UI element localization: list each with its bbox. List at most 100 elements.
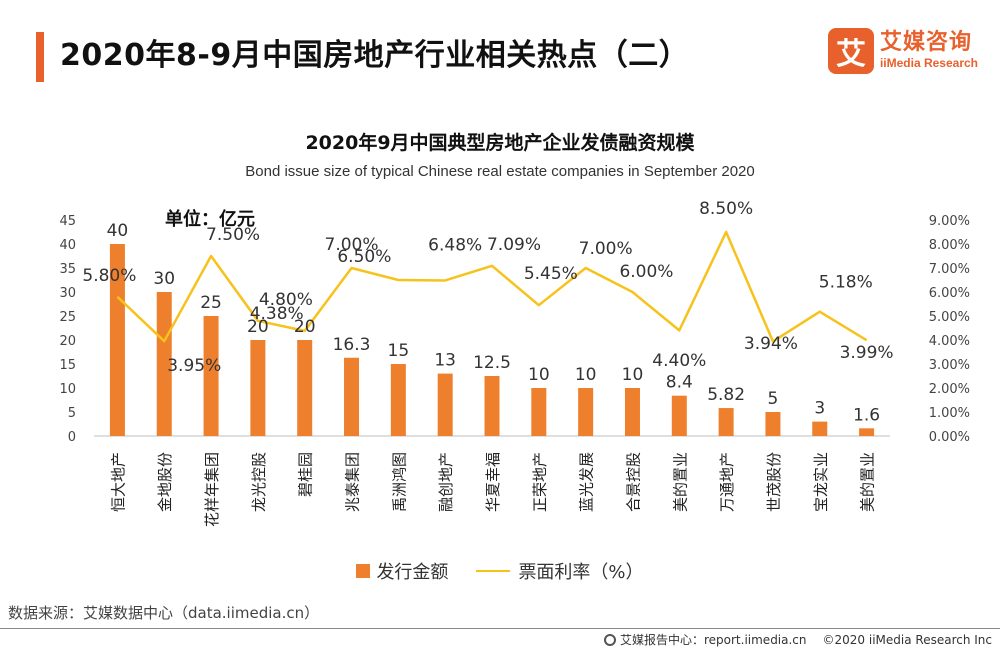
x-category-label: 华夏幸福 <box>484 452 502 512</box>
y-right-tick-label: 3.00% <box>929 358 970 373</box>
x-category-label: 宝龙实业 <box>812 452 830 512</box>
y-left-tick-label: 40 <box>59 238 76 253</box>
rate-value-label: 3.95% <box>167 356 221 376</box>
bar-value-label: 5 <box>768 389 779 409</box>
y-right-tick-label: 7.00% <box>929 262 970 277</box>
bar-value-label: 1.6 <box>853 405 880 425</box>
y-right-tick-label: 8.00% <box>929 238 970 253</box>
x-category-label: 万通地产 <box>718 452 736 512</box>
data-source: 数据来源：艾媒数据中心（data.iimedia.cn） <box>8 604 320 622</box>
bar-value-label: 10 <box>528 365 550 385</box>
bar-value-label: 8.4 <box>666 373 693 393</box>
bar-value-label: 10 <box>622 365 644 385</box>
y-right-tick-label: 4.00% <box>929 334 970 349</box>
rate-value-label: 6.00% <box>619 262 673 282</box>
bar <box>156 292 172 436</box>
rate-value-label: 7.09% <box>487 235 541 255</box>
rate-value-label: 7.00% <box>325 235 379 255</box>
logo-name-cn: 艾媒咨询 <box>879 30 972 55</box>
y-right-tick-label: 2.00% <box>929 382 970 397</box>
legend-bar-label: 发行金额 <box>376 562 449 583</box>
bar-value-label: 13 <box>434 351 456 371</box>
x-category-label: 合景控股 <box>624 452 642 512</box>
bar <box>109 244 125 436</box>
footer-copyright: ©2020 iiMedia Research Inc <box>822 632 992 647</box>
bar <box>812 421 828 436</box>
bar-value-label: 15 <box>388 341 410 361</box>
bar-value-label: 25 <box>200 293 222 313</box>
x-category-label: 美的置业 <box>671 452 689 512</box>
bar-value-label: 20 <box>294 317 316 337</box>
bar <box>203 316 219 436</box>
x-category-label: 美的置业 <box>859 452 877 512</box>
y-left-tick-label: 20 <box>59 334 76 349</box>
bar-value-label: 3 <box>814 399 825 419</box>
y-left-tick-label: 5 <box>68 406 76 421</box>
y-left-tick-label: 35 <box>59 262 76 277</box>
y-left-tick-label: 45 <box>59 214 76 229</box>
rate-value-label: 7.50% <box>206 225 260 245</box>
bar <box>765 412 781 436</box>
y-left-tick-label: 15 <box>59 358 76 373</box>
bar-value-label: 40 <box>107 221 129 241</box>
brand-logo: 艾 艾媒咨询 iiMedia Research <box>827 28 978 74</box>
legend-line-swatch <box>476 570 511 572</box>
rate-value-label: 3.99% <box>840 343 894 363</box>
footer-report: 艾媒报告中心：report.iimedia.cn <box>619 633 807 647</box>
bar <box>671 395 687 436</box>
logo-name-en: iiMedia Research <box>879 56 978 70</box>
y-right-tick-label: 1.00% <box>929 406 970 421</box>
y-right-tick-label: 6.00% <box>929 286 970 301</box>
x-category-label: 金地股份 <box>156 452 174 512</box>
bar <box>437 373 453 436</box>
unit-label: 单位：亿元 <box>165 209 255 230</box>
bar <box>484 376 500 436</box>
x-category-label: 禹洲鸿图 <box>390 452 408 512</box>
bar <box>718 408 734 436</box>
rate-value-label: 3.94% <box>744 334 798 354</box>
header-accent-bar <box>36 32 44 82</box>
bar-value-label: 20 <box>247 317 269 337</box>
globe-icon <box>603 633 616 646</box>
bar <box>390 364 406 436</box>
bar-value-label: 30 <box>153 269 175 289</box>
rate-value-label: 8.50% <box>699 199 753 219</box>
legend-item-bar: 发行金额 <box>356 558 448 584</box>
rate-value-label: 5.80% <box>82 266 136 286</box>
x-category-label: 蓝光发展 <box>578 452 596 512</box>
bar-value-label: 10 <box>575 365 597 385</box>
rate-value-label: 4.40% <box>652 351 706 371</box>
bar-value-label: 5.82 <box>707 385 745 405</box>
y-left-tick-label: 30 <box>59 286 76 301</box>
rate-value-label: 5.45% <box>524 264 578 284</box>
y-left-tick-label: 10 <box>59 382 76 397</box>
footer: 艾媒报告中心：report.iimedia.cn ©2020 iiMedia R… <box>603 631 992 648</box>
rate-value-label: 5.18% <box>819 273 873 293</box>
x-category-label: 世茂股份 <box>765 452 783 512</box>
rate-value-label: 6.50% <box>337 247 391 267</box>
bar <box>578 388 594 436</box>
legend-line-label: 票面利率（%） <box>518 562 644 583</box>
x-category-label: 兆泰集团 <box>344 452 362 512</box>
bar <box>250 340 266 436</box>
logo-mark-icon: 艾 <box>827 28 874 74</box>
bar-value-label: 12.5 <box>473 353 511 373</box>
footer-divider <box>0 628 1000 629</box>
bar <box>624 388 640 436</box>
x-category-label: 花样年集团 <box>203 452 221 527</box>
legend-bar-swatch <box>356 564 371 578</box>
x-category-label: 龙光控股 <box>250 452 268 512</box>
x-category-label: 恒大地产 <box>109 452 127 512</box>
bar <box>531 388 547 436</box>
y-right-tick-label: 0.00% <box>929 430 970 445</box>
rate-value-label: 7.00% <box>579 239 633 259</box>
y-right-tick-label: 9.00% <box>929 214 970 229</box>
chart-title: 2020年9月中国典型房地产企业发债融资规模 <box>305 132 695 154</box>
x-category-label: 融创地产 <box>437 452 455 512</box>
x-category-label: 碧桂园 <box>297 452 315 497</box>
legend-item-line: 票面利率（%） <box>476 558 644 584</box>
page-title: 2020年8-9月中国房地产行业相关热点（二） <box>60 38 690 73</box>
rate-line <box>116 230 868 343</box>
y-left-tick-label: 25 <box>59 310 76 325</box>
